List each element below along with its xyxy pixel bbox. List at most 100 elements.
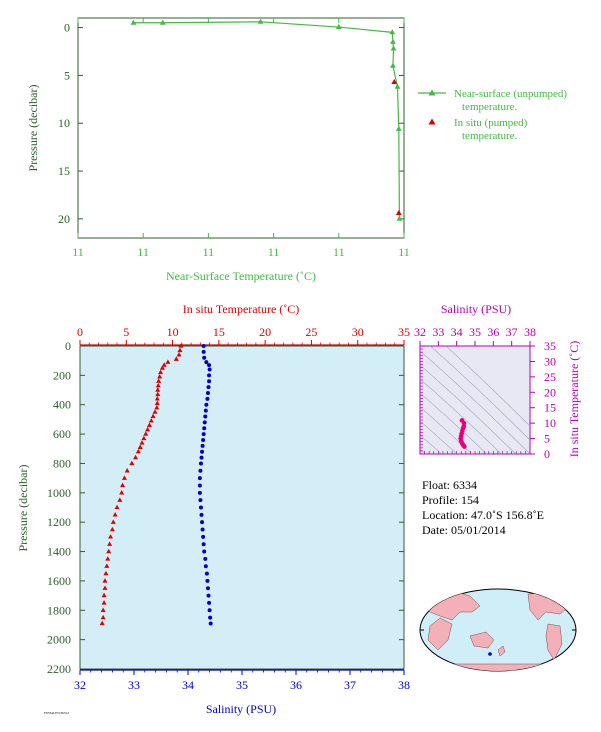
profile-bottom-axis-label: Salinity (PSU) (206, 702, 276, 716)
temperature-profile-point (100, 607, 106, 612)
map-land-antarctica (431, 663, 561, 671)
float-location: Location: 47.0˚S 156.8˚E (422, 508, 544, 522)
near-surface-x-tick-label: 11 (268, 245, 280, 259)
salinity-profile-point (205, 396, 210, 401)
temperature-profile-point (104, 563, 110, 568)
salinity-profile-point (205, 586, 210, 591)
temperature-profile-point (145, 426, 151, 432)
near-surface-x-label: Near-Surface Temperature (˚C) (166, 269, 316, 283)
temperature-profile-point (100, 614, 106, 620)
near-surface-x-tick-label: 11 (398, 245, 410, 259)
salinity-profile-point (200, 527, 205, 532)
ts-x-tick-label: 32 (414, 325, 426, 339)
near-surface-unpumped-point (396, 215, 403, 221)
map-land-australia (469, 631, 495, 649)
near-surface-pumped-point (395, 209, 402, 216)
temperature-profile-point (156, 378, 162, 383)
profile-y-tick-label: 800 (53, 456, 71, 470)
salinity-profile-point (205, 390, 210, 395)
temperature-profile-point (129, 460, 135, 466)
profile-temperature-tick-label: 35 (398, 325, 410, 339)
footer-tag: F6334LH 030314 (44, 711, 69, 715)
legend-label-pumped-2: temperature. (462, 130, 518, 142)
salinity-profile-point (198, 468, 203, 473)
temperature-profile-point (99, 620, 105, 626)
salinity-profile-point (204, 402, 209, 407)
salinity-profile-point (200, 443, 205, 448)
temperature-profile-point (106, 548, 112, 554)
ts-density-contour (420, 364, 517, 454)
near-surface-unpumped-point (390, 38, 396, 44)
near-surface-y-axis: 0 5 10 15 20 (58, 21, 404, 226)
ts-x-tick-label: 35 (469, 325, 481, 339)
near-surface-x-tick-label: 11 (137, 245, 149, 259)
salinity-profile-point (199, 512, 204, 517)
salinity-profile-point (203, 556, 208, 561)
near-surface-series (130, 18, 403, 221)
near-surface-x-tick-label: 11 (203, 245, 215, 259)
profile-y-tick-label: 1400 (47, 545, 71, 559)
temperature-profile-point (173, 356, 179, 361)
near-surface-legend: Near-surface (unpumped) temperature. In … (418, 88, 567, 142)
profile-y-label: Pressure (decibar) (16, 465, 30, 552)
salinity-profile-point (207, 373, 212, 378)
profile-temperature-tick-label: 30 (352, 325, 364, 339)
profile-y-tick-label: 1200 (47, 515, 71, 529)
profile-y-tick-label: 200 (53, 368, 71, 382)
near-surface-y-tick-label: 5 (64, 68, 70, 82)
near-surface-unpumped-point (395, 125, 402, 131)
ts-density-contour (420, 378, 502, 454)
profile-salinity-tick-label: 32 (74, 678, 86, 692)
salinity-profile-point (199, 455, 204, 460)
profile-y-tick-label: 1000 (47, 486, 71, 500)
temperature-profile-point (120, 482, 126, 488)
temperature-profile-point (110, 519, 116, 524)
salinity-profile-point (208, 615, 213, 620)
temperature-profile-point (103, 570, 109, 576)
salinity-profile-point (204, 360, 209, 365)
temperature-profile-series (99, 343, 184, 626)
temperature-profile-point (101, 592, 107, 598)
ts-salinity-axis: 32 33 34 35 36 37 38 (414, 325, 536, 454)
salinity-profile-point (207, 608, 212, 613)
world-map (419, 588, 577, 672)
near-surface-unpumped-point (257, 18, 264, 24)
near-surface-plot-frame (77, 17, 405, 239)
profile-pressure-axis: 0 200 400 600 800 1000 1200 1400 1600 1800 2000 220… (47, 339, 404, 676)
profile-y-tick-label: 2000 (47, 633, 71, 647)
temperature-profile-point (143, 431, 149, 436)
ts-x-label: Salinity (PSU) (441, 302, 511, 316)
near-surface-unpumped-point (130, 19, 137, 25)
salinity-profile-point (204, 571, 209, 576)
profile-y-tick-label: 2200 (47, 662, 71, 676)
temperature-profile-point (112, 512, 118, 517)
salinity-profile-point (207, 379, 212, 384)
ts-x-tick-label: 38 (524, 325, 536, 339)
temperature-profile-point (176, 352, 182, 357)
near-surface-unpumped-point (335, 23, 342, 30)
ts-density-contour (429, 346, 530, 441)
near-surface-y-tick-label: 15 (58, 164, 70, 178)
salinity-profile-point (201, 534, 206, 539)
profile-temperature-tick-label: 0 (77, 325, 83, 339)
salinity-profile-point (202, 420, 207, 425)
temperature-profile-point (133, 454, 139, 460)
salinity-profile-point (198, 461, 203, 466)
temperature-profile-point (150, 413, 156, 419)
ts-y-tick-label: 15 (544, 401, 556, 415)
salinity-profile-point (206, 593, 211, 598)
temperature-profile-point (165, 359, 171, 364)
salinity-profile-point (198, 505, 203, 510)
temperature-profile-point (109, 526, 115, 532)
ts-density-contour (420, 350, 530, 454)
profile-salinity-tick-label: 37 (344, 678, 356, 692)
salinity-profile-point (202, 549, 207, 554)
temperature-profile-point (108, 534, 114, 539)
temperature-profile-point (101, 600, 107, 605)
ts-y-tick-label: 35 (544, 339, 556, 353)
temperature-profile-point (114, 504, 120, 510)
salinity-profile-point (205, 578, 210, 583)
ts-y-label: In situ Temperature (˚C) (567, 341, 581, 458)
